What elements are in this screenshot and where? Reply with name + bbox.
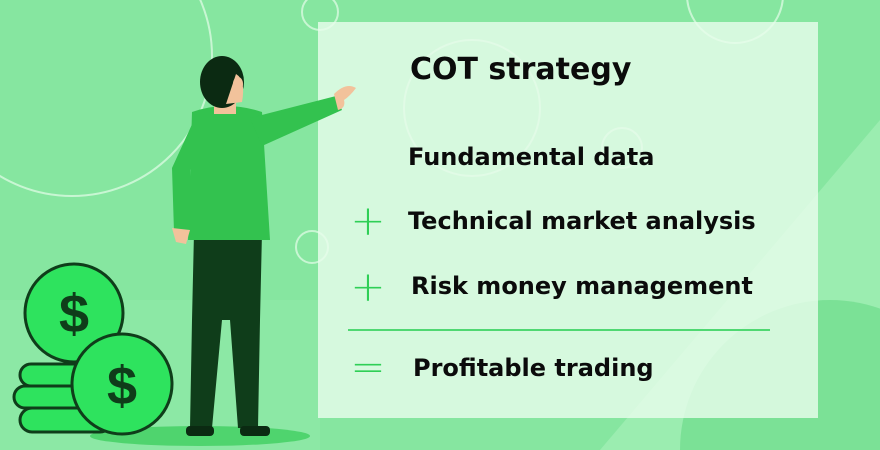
page-title: COT strategy [410, 52, 632, 87]
svg-text:$: $ [107, 356, 137, 416]
divider [348, 329, 770, 331]
item-profitable-trading: Profitable trading [413, 354, 654, 382]
info-panel [318, 22, 818, 418]
dollar-coin-icon: $ [23, 262, 125, 364]
svg-text:$: $ [59, 284, 89, 344]
plus-icon: + [350, 196, 386, 245]
plus-icon: + [350, 262, 386, 311]
item-technical-analysis: Technical market analysis [408, 207, 756, 235]
item-fundamental-data: Fundamental data [408, 143, 655, 171]
person-illustration [172, 56, 356, 436]
item-risk-management: Risk money management [411, 272, 753, 300]
dollar-coin-icon: $ [70, 332, 174, 436]
equals-icon: = [350, 342, 386, 391]
